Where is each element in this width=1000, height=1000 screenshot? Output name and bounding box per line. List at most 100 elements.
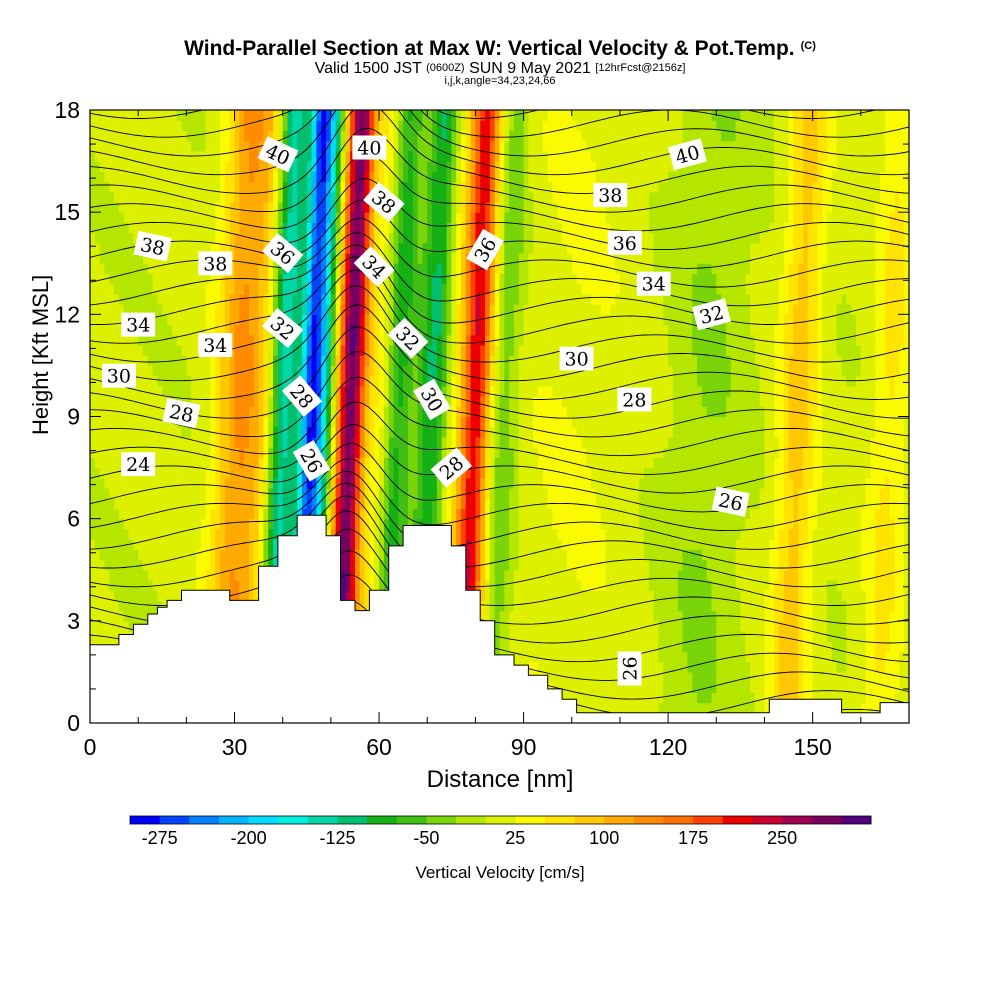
velocity-cell (133, 273, 139, 285)
velocity-cell (171, 130, 178, 142)
velocity-cell (326, 161, 332, 172)
velocity-cell (388, 477, 395, 489)
velocity-cell (451, 426, 457, 438)
velocity-cell (422, 344, 428, 356)
velocity-cell (162, 498, 168, 510)
velocity-cell (475, 293, 481, 305)
velocity-cell (417, 212, 424, 223)
velocity-cell (215, 416, 221, 428)
velocity-cell (167, 436, 173, 448)
velocity-cell (191, 130, 197, 142)
velocity-cell (282, 171, 289, 183)
velocity-cell (205, 110, 212, 121)
velocity-cell (162, 477, 168, 489)
velocity-cell (436, 304, 443, 315)
velocity-cell (104, 498, 110, 510)
velocity-cell (142, 212, 149, 223)
velocity-cell (176, 518, 183, 530)
velocity-cell (253, 385, 260, 397)
velocity-cell (99, 232, 106, 244)
velocity-cell (330, 488, 337, 499)
velocity-cell (379, 334, 385, 346)
velocity-cell (465, 201, 472, 213)
velocity-cell (470, 120, 477, 132)
velocity-cell (480, 293, 486, 305)
velocity-cell (210, 150, 216, 162)
velocity-cell (133, 539, 139, 550)
velocity-cell (205, 385, 212, 397)
velocity-cell (359, 110, 366, 121)
velocity-cell (369, 539, 375, 550)
velocity-cell (359, 355, 366, 367)
velocity-cell (118, 191, 125, 203)
velocity-cell (181, 385, 187, 397)
velocity-cell (118, 610, 125, 622)
velocity-cell (99, 212, 106, 223)
velocity-cell (369, 161, 375, 172)
velocity-cell (301, 283, 308, 295)
velocity-cell (248, 396, 255, 407)
velocity-cell (417, 273, 424, 285)
velocity-cell (162, 467, 168, 479)
velocity-cell (138, 426, 144, 438)
velocity-cell (369, 110, 375, 121)
velocity-cell (224, 324, 231, 336)
velocity-cell (330, 304, 337, 315)
velocity-cell (94, 590, 101, 601)
velocity-cell (200, 426, 207, 438)
velocity-cell (248, 304, 255, 315)
velocity-cell (398, 212, 404, 223)
velocity-cell (301, 171, 308, 183)
velocity-cell (340, 426, 346, 438)
velocity-cell (350, 457, 356, 469)
velocity-cell (181, 498, 187, 510)
velocity-cell (345, 559, 351, 571)
velocity-cell (388, 253, 395, 264)
velocity-cell (398, 253, 404, 264)
velocity-cell (94, 406, 101, 418)
velocity-cell (215, 191, 221, 203)
velocity-cell (359, 498, 366, 510)
velocity-cell (186, 477, 192, 489)
velocity-cell (277, 528, 284, 540)
velocity-cell (239, 559, 245, 571)
velocity-cell (263, 355, 269, 367)
velocity-cell (239, 304, 245, 315)
velocity-cell (383, 283, 390, 295)
velocity-cell (167, 355, 173, 367)
velocity-cell (350, 436, 356, 448)
velocity-cell (268, 293, 274, 305)
velocity-cell (379, 508, 385, 520)
velocity-cell (195, 549, 202, 561)
velocity-cell (224, 150, 231, 162)
velocity-cell (167, 130, 173, 142)
velocity-cell (350, 324, 356, 336)
velocity-cell (301, 222, 308, 234)
velocity-cell (268, 110, 274, 121)
velocity-cell (248, 324, 255, 336)
velocity-cell (393, 539, 399, 550)
velocity-cell (90, 579, 96, 591)
velocity-cell (234, 150, 240, 162)
velocity-cell (345, 314, 351, 326)
velocity-cell (470, 324, 477, 336)
velocity-cell (287, 426, 293, 438)
velocity-cell (215, 457, 221, 469)
velocity-cell (258, 130, 265, 142)
velocity-cell (273, 283, 279, 295)
velocity-cell (152, 518, 159, 530)
velocity-cell (335, 324, 342, 336)
velocity-cell (191, 263, 197, 275)
velocity-cell (200, 477, 207, 489)
velocity-cell (263, 375, 269, 387)
velocity-cell (311, 212, 318, 223)
velocity-cell (263, 232, 269, 244)
velocity-cell (229, 201, 236, 213)
velocity-cell (326, 201, 332, 213)
velocity-cell (147, 406, 154, 418)
velocity-cell (345, 232, 351, 244)
velocity-cell (195, 447, 202, 458)
velocity-cell (379, 283, 385, 295)
velocity-cell (200, 457, 207, 469)
velocity-cell (282, 447, 289, 458)
